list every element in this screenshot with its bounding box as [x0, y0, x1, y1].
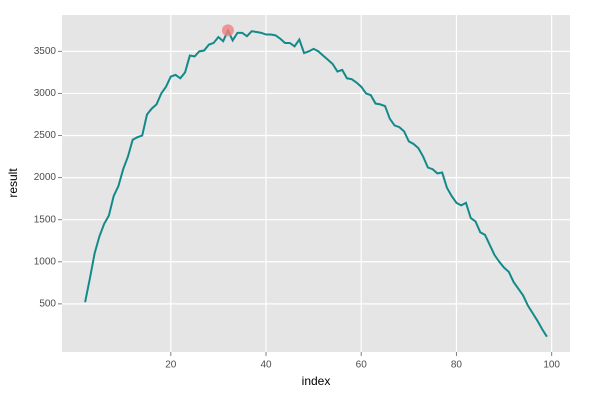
- x-axis-title: index: [302, 374, 331, 388]
- y-tick-label: 1500: [34, 214, 57, 225]
- y-tick-label: 3500: [34, 46, 57, 57]
- x-tick-label: 20: [165, 360, 177, 371]
- y-tick-label: 500: [39, 298, 56, 309]
- y-tick-label: 2500: [34, 130, 57, 141]
- x-tick-label: 100: [543, 360, 560, 371]
- y-axis-title: result: [6, 168, 20, 198]
- x-tick-label: 60: [356, 360, 368, 371]
- line-series: [84, 27, 548, 338]
- y-tick-label: 2000: [34, 172, 57, 183]
- y-tick-label: 1000: [34, 256, 57, 267]
- plot-panel: [62, 15, 570, 352]
- y-tick-label: 3000: [34, 88, 57, 99]
- highlight-point: [221, 24, 234, 37]
- x-tick-label: 80: [451, 360, 463, 371]
- x-tick-label: 40: [260, 360, 272, 371]
